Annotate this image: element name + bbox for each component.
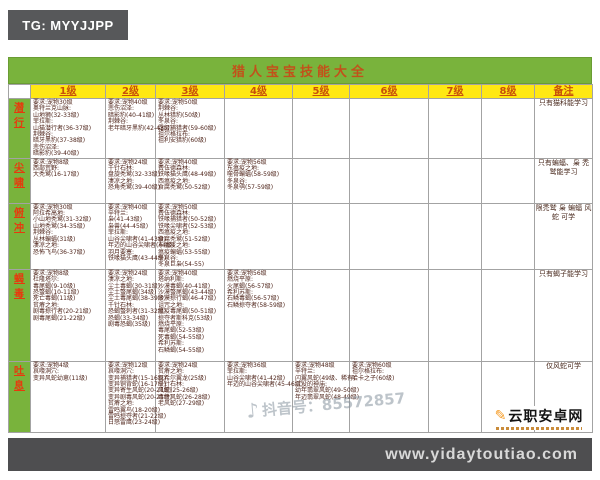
remark-cell: 只有蝙蝠、枭 禿鹫能学习 (534, 157, 593, 204)
skill-cell: 要求:宠物36级 菲拉斯: 山谷尖啸者(41-42级) 年迈的山谷尖啸者(45-… (224, 360, 303, 433)
col-header-5: 5级 (292, 84, 350, 99)
corner-cell (8, 84, 31, 99)
skill-cell: 要求:宠物40级 塔纳利斯: 沙漠毒蝎(40-41级) 沙漠螫尾蝎(43-44级… (155, 268, 225, 362)
table-row-lightning-breath: 吐息 要求:宠物4级 哀嚎洞穴: 变异风蛇幼崽(11级) 要求:宠物12级 哀嚎… (8, 360, 593, 433)
table-row-prowl: 潜行 要求:宠物30级 奥特兰克山脉: 山地狮(32-33级) 菲拉斯: 山猫潜… (8, 98, 593, 159)
table-row-dive: 俯冲 要求:宠物30级 阿拉希高地: 小山地秃鹫(31-32级) 山地秃鹫(34… (8, 202, 593, 270)
skill-cell: 要求:宠物8级 杜隆塔尔: 毒尾蝎(9-10级) 恐螫蝎(10-11级) 死亡毒… (30, 268, 106, 362)
skill-cell (428, 360, 482, 433)
skill-cell (428, 157, 482, 204)
col-header-6: 6级 (349, 84, 429, 99)
skill-cell (349, 268, 429, 362)
col-header-3: 3级 (155, 84, 225, 99)
skill-cell (428, 268, 482, 362)
skill-cell: 要求:宠物30级 阿拉希高地: 小山地秃鹫(31-32级) 山地秃鹫(34-35… (30, 202, 106, 270)
row-label: 潜行 (8, 98, 31, 159)
skill-cell (349, 202, 429, 270)
skill-cell: 要求:宠物60级 祖尔格拉布: 哈卡之子(60级) (349, 360, 429, 433)
remark-cell: 限禿鹫 枭 蝙蝠 风蛇 可学 (534, 202, 593, 270)
skill-cell: 要求:宠物24级 千针石林: 盘旋秃鹫(32-33级) 凄凉之地: 恐角秃鹫(3… (105, 157, 160, 204)
skill-cell: 要求:宠物50级 费伍德森林: 铁喙捕猎者(50-52级) 铁喙尖啸者(52-5… (155, 202, 225, 270)
col-header-7: 7级 (428, 84, 482, 99)
skill-cell: 要求:宠物24级 凄凉之地: 尘土毒蝎(30-31级) 尘土螫尾蝎(34级) 尘… (105, 268, 166, 362)
table-row-scorpid-poison: 蝎毒 要求:宠物8级 杜隆塔尔: 毒尾蝎(9-10级) 恐螫蝎(10-11级) … (8, 268, 593, 362)
skill-cell: 要求:宠物40级 辛特兰: 枭(41-43级) 枭兽(44-45级) 菲拉斯: … (105, 202, 174, 270)
site-logo-subline (496, 427, 582, 430)
col-header-2: 2级 (105, 84, 156, 99)
row-label: 蝎毒 (8, 268, 31, 362)
page-title: 猎人宝宝技能大全 (231, 65, 368, 80)
col-header-8: 8级 (481, 84, 535, 99)
skill-cell: 要求:宠物8级 西部荒野: 大秃鹫(16-17级) (30, 157, 106, 204)
row-label: 俯冲 (8, 202, 31, 270)
skill-cell (349, 157, 429, 204)
skill-cell (292, 268, 350, 362)
skill-cell (481, 157, 535, 204)
skill-cell (224, 98, 293, 159)
title-bar: 猎人宝宝技能大全 (8, 57, 592, 84)
remark-cell: 只有蝎子能学习 (534, 268, 593, 362)
skill-cell: 要求:宠物56级 燃烧平原: 火尾蝎(56-57级) 希利苏斯: 石鳞毒蝎(56… (224, 268, 293, 362)
skill-cell (292, 98, 350, 159)
site-logo-text: 云职安卓网 (508, 409, 584, 425)
bottom-url-bar: www.yidaytoutiao.com (8, 438, 592, 471)
skill-cell (224, 202, 293, 270)
skill-cell (292, 202, 350, 270)
skill-cell: 要求:宠物24级 贫瘠之地: 瓦希尔翼龙(25级) 千针石林: 风蛇(25-26… (155, 360, 225, 433)
site-url: www.yidaytoutiao.com (385, 445, 578, 463)
tg-badge-text: TG: MYYJJPP (22, 17, 114, 33)
skill-cell (481, 268, 535, 362)
skill-cell: 要求:宠物50级 荆棘谷: 丛林猎豹(50级) 冬泉谷: 霜刃捕猎者(59-60… (155, 98, 225, 159)
skill-cell: 要求:宠物56级 东瘟疫之地: 噬骨蝙蝠(58-59级) 冬泉谷: 冬泉鸮(57… (224, 157, 293, 204)
skill-cell (428, 202, 482, 270)
remark-cell: 只有猫科能学习 (534, 98, 593, 159)
table-row-screech: 尖啸 要求:宠物8级 西部荒野: 大秃鹫(16-17级) 要求:宠物24级 千针… (8, 157, 593, 204)
skill-cell: 要求:宠物12级 哀嚎洞穴: 变异捕猎者(15-16级) 变异铜背蛇(16-17… (105, 360, 172, 433)
skill-cell (349, 98, 429, 159)
pencil-icon: ✎ (494, 408, 507, 424)
skill-cell (481, 202, 535, 270)
col-header-remark: 备注 (534, 84, 593, 99)
tg-badge: TG: MYYJJPP (8, 10, 128, 40)
skill-cell (428, 98, 482, 159)
skill-cell: 要求:宠物40级 悲伤沼泽: 暗影豹(40-41级) 荆棘谷: 老年暗牙黑豹(4… (105, 98, 172, 159)
row-label: 吐息 (8, 360, 31, 433)
row-label: 尖啸 (8, 157, 31, 204)
skill-cell: 要求:宠物48级 辛特兰: 闪翼风蛇(49级、稀有) 沉没的神庙: 幼年翡翠风蛇… (292, 360, 359, 433)
col-header-1: 1级 (30, 84, 106, 99)
site-logo: ✎ 云职安卓网 (486, 406, 592, 430)
skill-cell: 要求:宠物40级 费伍德森林: 铁喙猫头鹰(48-49级) 西瘟疫之地: 食腐秃… (155, 157, 225, 204)
skill-cell (481, 98, 535, 159)
skill-cell (292, 157, 350, 204)
skill-cell: 要求:宠物30级 奥特兰克山脉: 山地狮(32-33级) 菲拉斯: 山猫潜行者(… (30, 98, 106, 159)
pet-skill-table: 1级 2级 3级 4级 5级 6级 7级 8级 备注 潜行 要求:宠物30级 奥… (8, 84, 593, 433)
skill-cell: 要求:宠物4级 哀嚎洞穴: 变异风蛇幼崽(11级) (30, 360, 106, 433)
header-row: 1级 2级 3级 4级 5级 6级 7级 8级 备注 (8, 84, 593, 99)
col-header-4: 4级 (224, 84, 293, 99)
